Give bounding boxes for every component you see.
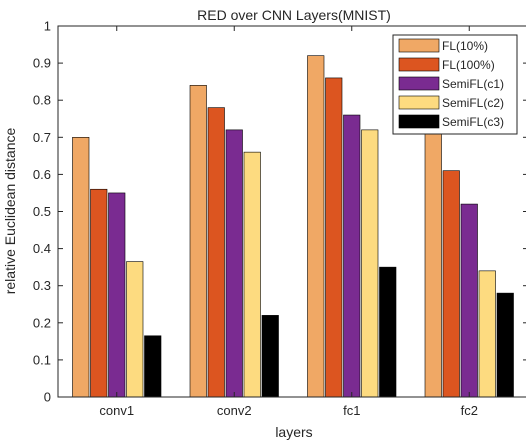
y-tick-label: 0.1 [33,352,51,367]
bar-conv2-series-5 [261,315,279,398]
bar-conv2-series-4 [243,151,261,398]
legend: FL(10%) FL(100%) SemiFL(c1) SemiFL(c2) SemiF… [392,34,518,135]
bar-conv2-series-2 [207,107,225,398]
legend-label-3: SemiFL(c1) [442,77,504,91]
bar-conv1-series-4 [126,261,144,398]
y-axis-label: relative Euclidean distance [2,128,18,295]
bar-fc2-series-1 [424,127,442,398]
bar-fc1-series-2 [325,77,343,398]
y-tick-label: 0.4 [33,241,51,256]
legend-swatch-5 [398,114,440,129]
bar-fc1-series-4 [361,129,379,398]
chart-title: RED over CNN Layers(MNIST) [197,7,391,23]
y-tick-label: 0.7 [33,130,51,145]
x-tick-label-fc2: fc2 [461,403,478,418]
legend-swatch-1 [398,38,440,53]
legend-label-1: FL(10%) [442,39,488,53]
x-tick-label-conv2: conv2 [217,403,252,418]
y-tick-label: 0.3 [33,278,51,293]
bars-group [72,55,514,398]
y-tick-label: 0.9 [33,56,51,71]
axis-ticks: 0 0.1 0.2 0.3 0.4 0.5 0.6 0.7 0.8 0.9 1 conv1 conv2 f… [33,19,526,418]
y-tick-label: 0.5 [33,204,51,219]
x-axis-label: layers [275,424,312,440]
y-tick-label: 0.2 [33,315,51,330]
bar-conv2-series-1 [189,85,207,398]
bar-conv1-series-5 [144,335,162,398]
bar-fc1-series-1 [307,55,325,398]
legend-swatch-4 [398,95,440,110]
bar-conv1-series-3 [108,192,126,398]
bar-conv1-series-2 [90,188,108,398]
y-tick-label: 0.8 [33,93,51,108]
x-tick-label-conv1: conv1 [99,403,134,418]
bar-fc1-series-5 [379,266,397,398]
legend-label-4: SemiFL(c2) [442,96,504,110]
x-tick-label-fc1: fc1 [343,403,360,418]
legend-label-5: SemiFL(c3) [442,115,504,129]
legend-swatch-2 [398,57,440,72]
bar-fc2-series-4 [478,270,496,398]
bar-fc1-series-3 [343,114,361,398]
bar-fc2-series-5 [496,292,514,398]
bar-conv2-series-3 [225,129,243,398]
bar-conv1-series-1 [72,137,90,398]
y-tick-label: 1 [44,19,51,34]
y-tick-label: 0 [44,390,51,405]
y-tick-label: 0.6 [33,167,51,182]
bar-fc2-series-2 [442,170,460,398]
legend-swatch-3 [398,76,440,91]
legend-label-2: FL(100%) [442,58,495,72]
bar-fc2-series-3 [460,203,478,398]
